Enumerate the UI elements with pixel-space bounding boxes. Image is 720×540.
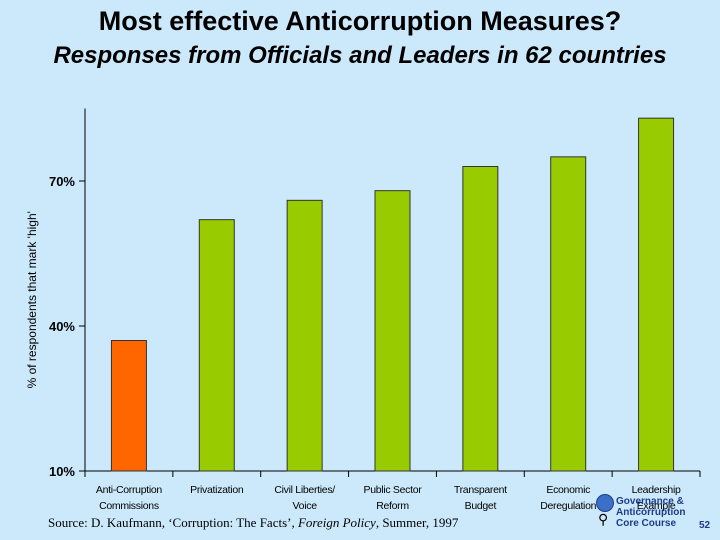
chart-title: Most effective Anticorruption Measures? [98,6,622,36]
x-tick-label: Example [637,500,676,512]
course-name: Governance & Anticorruption Core Course [616,496,685,529]
slide-number: 52 [699,520,711,531]
x-tick-label: Deregulation [540,500,596,512]
course-name-line3: Core Course [616,518,677,529]
x-tick-label: Civil Liberties/ [274,484,335,496]
bar [550,156,587,472]
course-logo: ⚲ Governance & Anticorruption Core Cours… [596,494,718,538]
x-tick-label: Transparent [454,484,507,496]
y-tick-label: 40% [49,319,75,334]
y-tick-label: 10% [49,464,75,479]
bar [462,166,499,472]
source-suffix: , Summer, 1997 [375,515,459,530]
x-tick-label: Commissions [99,500,159,512]
x-tick-label: Privatization [190,484,244,496]
person-icon: ⚲ [598,511,609,527]
y-axis-label: % of respondents that mark 'high' [25,211,39,388]
x-tick-label: Reform [376,500,409,512]
x-tick-label: Voice [293,500,318,512]
bar [286,199,323,472]
x-tick-label: Budget [465,500,497,512]
x-tick-label: Leadership [632,484,681,496]
y-tick-label: 70% [49,174,75,189]
course-name-line1: Governance & [616,496,684,507]
globe-icon [596,494,614,512]
x-tick-label: Anti-Corruption [96,484,163,496]
x-tick-label: Public Sector [364,484,423,496]
bar [374,190,411,472]
course-name-line2: Anticorruption [616,507,686,518]
x-tick-label: Economic [546,484,590,496]
source-citation: Source: D. Kaufmann, ‘Corruption: The Fa… [48,515,458,531]
source-prefix: Source: D. Kaufmann, ‘Corruption: The Fa… [48,515,298,530]
bar [198,219,235,472]
bar [110,340,147,472]
chart-subtitle: Responses from Officials and Leaders in … [53,42,667,69]
bar [638,117,675,472]
source-journal: Foreign Policy [297,515,376,530]
